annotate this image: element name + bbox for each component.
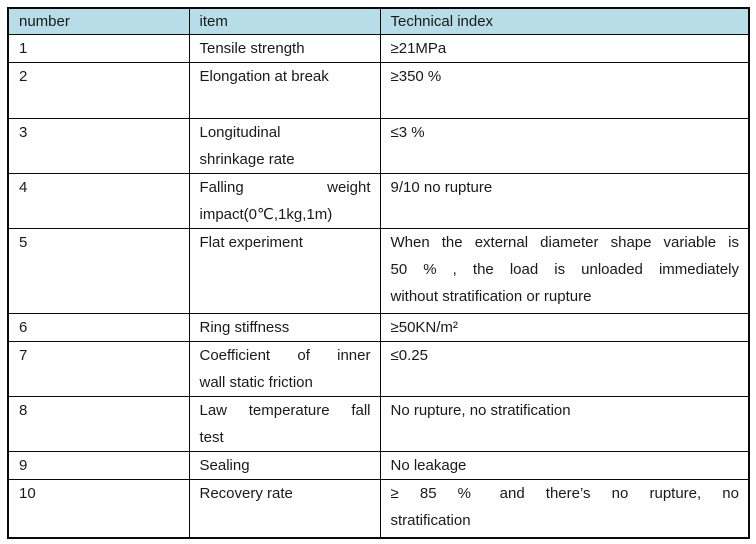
table-row: 2 Elongation at break ≥350 % xyxy=(7,62,750,119)
text-line: Falling weight xyxy=(199,179,371,196)
cell-item: Coefficient of inner wall static friction xyxy=(188,341,381,397)
text-line: 9/10 no rupture xyxy=(390,179,493,196)
table-row: 9 Sealing No leakage xyxy=(7,451,750,480)
text-line: No rupture, no stratification xyxy=(390,402,571,419)
cell-item: Recovery rate xyxy=(188,479,381,538)
text-line: Law temperature fall xyxy=(199,402,371,419)
cell-technical-index: ≤3 % xyxy=(379,118,750,174)
table-row: 1 Tensile strength ≥21MPa xyxy=(7,34,750,63)
technical-index-table: number item Technical index 1 Tensile stre… xyxy=(7,7,750,539)
text-line: No leakage xyxy=(390,457,467,474)
text-line: ≤3 % xyxy=(390,124,425,141)
cell-number: 1 xyxy=(7,34,190,63)
text-line: Tensile strength xyxy=(199,40,305,57)
text-line: Ring stiffness xyxy=(199,319,290,336)
text-line: Sealing xyxy=(199,457,250,474)
table-row: 10 Recovery rate ≥ 85 % and there’s no r… xyxy=(7,479,750,538)
cell-item: Falling weight impact(0℃,1kg,1m) xyxy=(188,173,381,229)
text-line: impact(0℃,1kg,1m) xyxy=(199,206,333,223)
cell-number: 2 xyxy=(7,62,190,119)
table-row: 8 Law temperature fall test No rupture, n… xyxy=(7,396,750,452)
text-line: Longitudinal xyxy=(199,124,281,141)
cell-number: 5 xyxy=(7,228,190,314)
text-line: shrinkage rate xyxy=(199,151,295,168)
cell-number: 6 xyxy=(7,313,190,342)
cell-item: Tensile strength xyxy=(188,34,381,63)
cell-technical-index: 9/10 no rupture xyxy=(379,173,750,229)
text-line: When the external diameter shape variabl… xyxy=(390,234,740,251)
column-header: item xyxy=(188,7,381,35)
cell-item: Elongation at break xyxy=(188,62,381,119)
cell-number: 3 xyxy=(7,118,190,174)
table-header: number item Technical index xyxy=(7,7,750,35)
text-line: without stratification or rupture xyxy=(390,288,592,305)
cell-number: 7 xyxy=(7,341,190,397)
cell-technical-index: ≥50KN/m² xyxy=(379,313,750,342)
table-row: 5 Flat experiment When the external diam… xyxy=(7,228,750,314)
table-row: 3 Longitudinal shrinkage rate ≤3 % xyxy=(7,118,750,174)
header-row: number item Technical index xyxy=(7,7,750,35)
text-line: ≥ 85 % and there’s no rupture, no xyxy=(390,485,740,502)
table-row: 4 Falling weight impact(0℃,1kg,1m) 9/10 n… xyxy=(7,173,750,229)
text-line: wall static friction xyxy=(199,374,313,391)
text-line: stratification xyxy=(390,512,471,529)
cell-technical-index: ≥21MPa xyxy=(379,34,750,63)
cell-technical-index: ≤0.25 xyxy=(379,341,750,397)
cell-technical-index: When the external diameter shape variabl… xyxy=(379,228,750,314)
cell-item: Flat experiment xyxy=(188,228,381,314)
cell-item: Ring stiffness xyxy=(188,313,381,342)
cell-technical-index: ≥ 85 % and there’s no rupture, no stratif… xyxy=(379,479,750,538)
table-row: 6 Ring stiffness ≥50KN/m² xyxy=(7,313,750,342)
text-line: 50 % , the load is unloaded immediately xyxy=(390,261,740,278)
text-line: Elongation at break xyxy=(199,68,329,85)
cell-technical-index: ≥350 % xyxy=(379,62,750,119)
cell-item: Sealing xyxy=(188,451,381,480)
cell-technical-index: No rupture, no stratification xyxy=(379,396,750,452)
table-body: 1 Tensile strength ≥21MPa 2 Elongation a… xyxy=(7,34,750,538)
cell-number: 4 xyxy=(7,173,190,229)
document-page: { "page": { "background": "#ffffff" }, "… xyxy=(0,7,756,544)
cell-item: Longitudinal shrinkage rate xyxy=(188,118,381,174)
text-line: ≥21MPa xyxy=(390,40,447,57)
column-header: Technical index xyxy=(379,7,750,35)
cell-number: 9 xyxy=(7,451,190,480)
table-row: 7 Coefficient of inner wall static fricti… xyxy=(7,341,750,397)
cell-number: 8 xyxy=(7,396,190,452)
text-line: ≥50KN/m² xyxy=(390,319,458,336)
cell-item: Law temperature fall test xyxy=(188,396,381,452)
column-header: number xyxy=(7,7,190,35)
text-line: Recovery rate xyxy=(199,485,293,502)
text-line: test xyxy=(199,429,224,446)
text-line: Flat experiment xyxy=(199,234,303,251)
text-line: Coefficient of inner xyxy=(199,347,371,364)
cell-technical-index: No leakage xyxy=(379,451,750,480)
cell-number: 10 xyxy=(7,479,190,538)
text-line: ≤0.25 xyxy=(390,347,428,364)
text-line: ≥350 % xyxy=(390,68,442,85)
